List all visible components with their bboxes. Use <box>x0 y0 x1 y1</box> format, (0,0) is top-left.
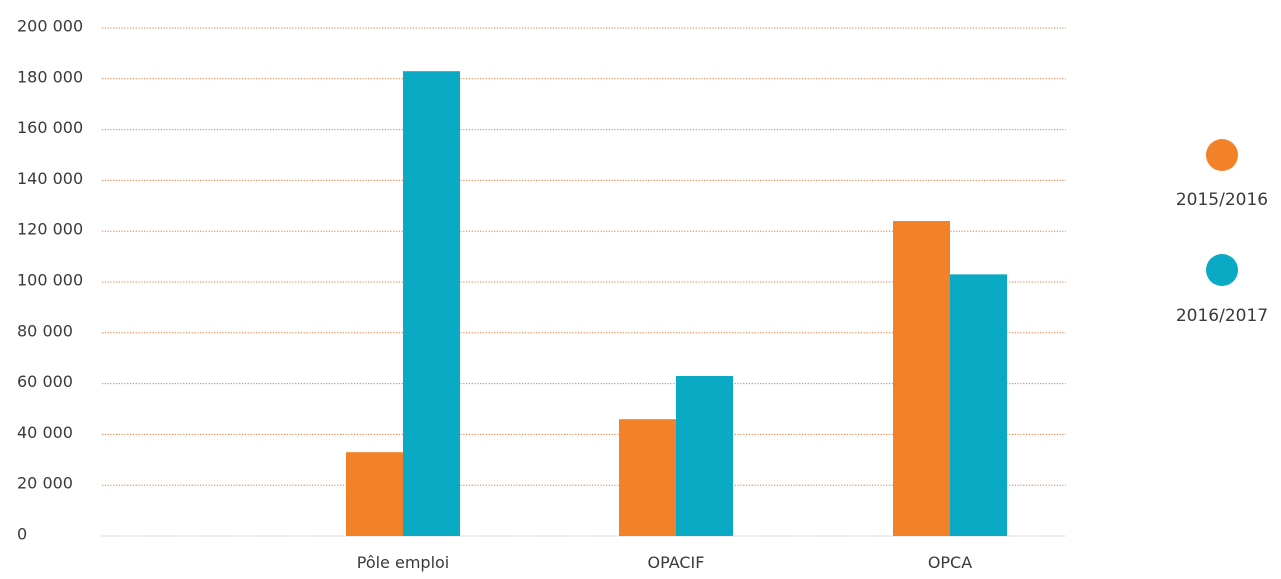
bars <box>346 71 1007 537</box>
x-tick-label: Pôle emploi <box>357 553 450 572</box>
y-tick-label: 100 000 <box>17 271 83 290</box>
y-tick-label: 200 000 <box>17 17 83 36</box>
y-tick-label: 0 <box>17 525 27 544</box>
bar-opacif-2015-2016 <box>619 419 676 536</box>
y-tick-label: 140 000 <box>17 169 83 188</box>
x-axis-category-labels: Pôle emploi OPACIF OPCA <box>357 553 972 572</box>
y-tick-label: 20 000 <box>17 474 73 493</box>
legend-swatch-2015-2016 <box>1206 139 1238 171</box>
x-tick-label: OPACIF <box>648 553 705 572</box>
legend-label: 2015/2016 <box>1176 190 1268 210</box>
bar-opca-2015-2016 <box>893 221 950 537</box>
y-tick-label: 40 000 <box>17 423 73 442</box>
y-tick-label: 180 000 <box>17 67 83 86</box>
bar-pole-emploi-2015-2016 <box>346 452 403 536</box>
legend-label: 2016/2017 <box>1176 306 1268 326</box>
y-axis-tick-labels: 0 20 000 40 000 60 000 80 000 100 000 120 000 1… <box>17 17 83 544</box>
y-tick-label: 120 000 <box>17 220 83 239</box>
y-tick-label: 80 000 <box>17 321 73 340</box>
legend-swatch-2016-2017 <box>1206 254 1238 286</box>
gridlines <box>102 27 1066 537</box>
x-tick-label: OPCA <box>928 553 972 572</box>
bar-opacif-2016-2017 <box>676 375 733 536</box>
legend: 2015/2016 2016/2017 <box>1176 139 1268 326</box>
bar-opca-2016-2017 <box>950 274 1007 536</box>
y-tick-label: 60 000 <box>17 372 73 391</box>
y-tick-label: 160 000 <box>17 118 83 137</box>
bar-pole-emploi-2016-2017 <box>403 71 460 537</box>
